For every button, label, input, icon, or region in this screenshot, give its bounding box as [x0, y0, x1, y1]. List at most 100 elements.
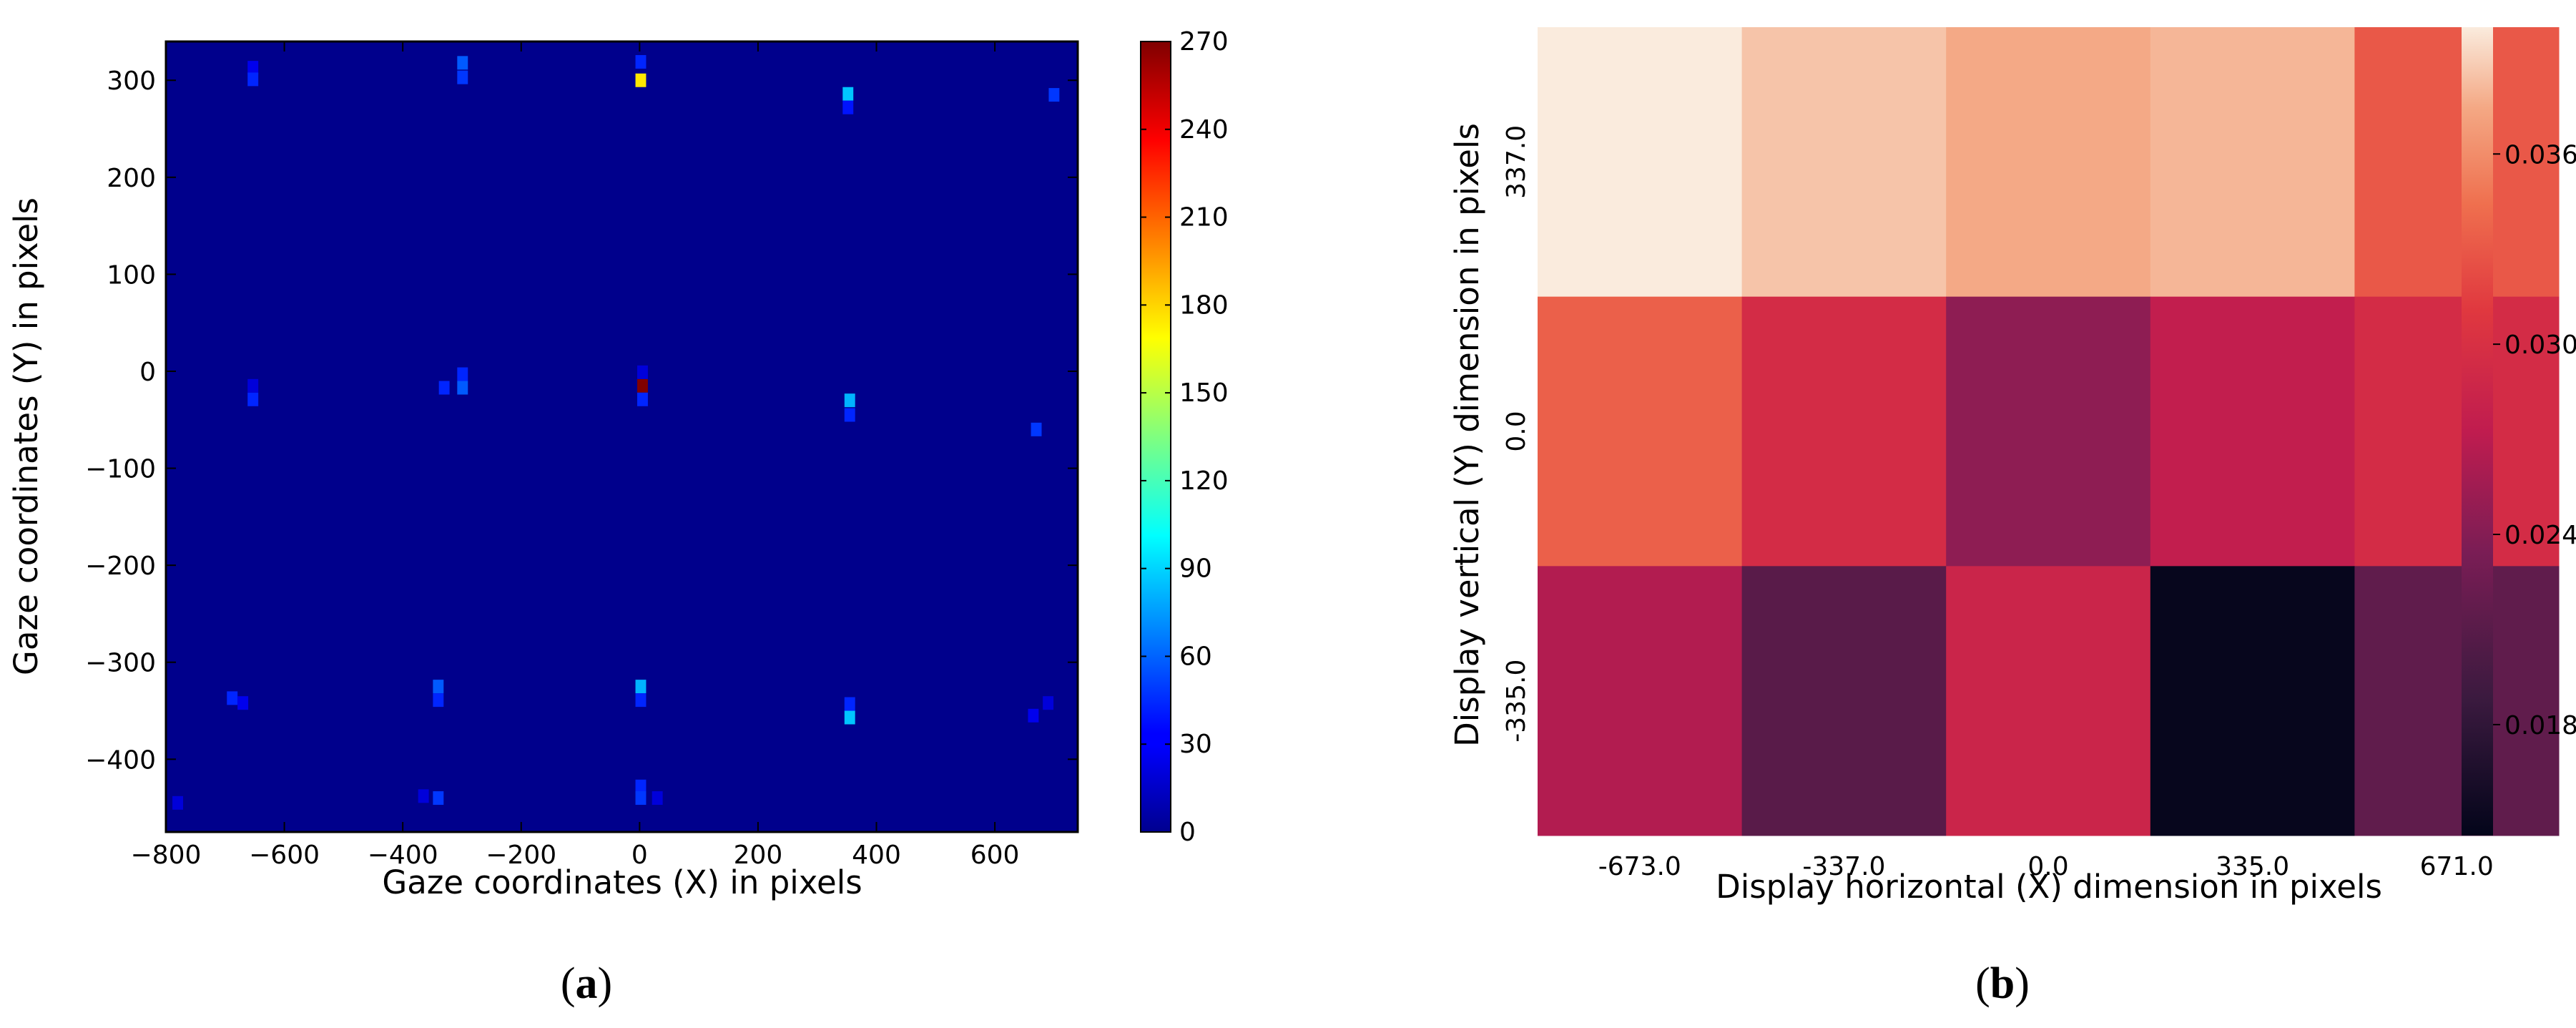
panel-b: -673.0 -337.0 0.0 335.0 671.0 337.0 0.0 -335.0…: [1448, 27, 2576, 1008]
panel-b-caption-open: (: [1975, 959, 1990, 1008]
heatmap-cell: [1946, 296, 2151, 567]
gaze-bin: [637, 378, 648, 393]
gaze-bin: [844, 393, 855, 408]
colorbar-tick-label: 240: [1179, 115, 1229, 145]
panel-b-y-ticks: 337.0 0.0 -335.0: [1502, 125, 1531, 743]
gaze-bin: [635, 54, 647, 69]
y-tick-label: 100: [107, 260, 156, 290]
y-tick-label: 0: [139, 358, 156, 387]
colorbar-tick-label: 0.018: [2504, 711, 2576, 740]
gaze-bin: [457, 381, 468, 395]
gaze-bin: [247, 61, 259, 75]
panel-a-x-ticks: −800 −600 −400 −200 0 200 400 600: [131, 41, 1019, 870]
colorbar-tick-label: 30: [1179, 730, 1212, 759]
panel-b-colorbar: [2462, 27, 2493, 836]
gaze-bin: [635, 73, 647, 87]
gaze-bin: [637, 392, 648, 406]
x-tick-label: 335.0: [2216, 852, 2289, 881]
heatmap-cell: [1946, 566, 2151, 836]
panel-a-caption-open: (: [561, 959, 576, 1008]
x-tick-label: 0: [631, 841, 648, 870]
x-tick-label: −400: [368, 841, 438, 870]
panel-b-cells: [1538, 27, 2560, 836]
y-tick-label: -335.0: [1502, 660, 1531, 743]
panel-a: −800 −600 −400 −200 0 200 400 600 3002001000−10…: [7, 27, 1229, 1008]
panel-b-caption: (b): [1975, 959, 2030, 1008]
panel-a-plot-area: [164, 40, 1079, 833]
gaze-bin: [418, 789, 429, 803]
y-tick-label: −200: [85, 552, 156, 581]
panel-b-caption-letter: b: [1990, 959, 2015, 1008]
heatmap-cell: [2150, 566, 2355, 836]
heatmap-cell: [1538, 296, 1743, 567]
gaze-bin: [438, 381, 450, 395]
colorbar-tick-label: 0.030: [2504, 331, 2576, 360]
panel-b-y-axis-label: Display vertical (Y) dimension in pixels: [1448, 123, 1486, 747]
gaze-bin: [637, 365, 648, 379]
panel-a-x-axis-label: Gaze coordinates (X) in pixels: [382, 863, 862, 901]
heatmap-cell: [1741, 566, 1947, 836]
gaze-bin: [237, 696, 249, 710]
gaze-bin: [1031, 422, 1042, 436]
x-tick-label: −600: [249, 841, 320, 870]
gaze-bin: [247, 392, 259, 406]
heatmap-cell: [1538, 27, 1743, 298]
gaze-bin: [652, 791, 663, 806]
panel-b-x-ticks: -673.0 -337.0 0.0 335.0 671.0: [1598, 852, 2494, 881]
y-tick-label: −400: [85, 745, 156, 775]
gaze-bin: [433, 791, 444, 806]
y-tick-label: 337.0: [1502, 125, 1531, 199]
colorbar-tick-label: 60: [1179, 642, 1212, 671]
gaze-bin: [457, 367, 468, 381]
gaze-bin: [227, 691, 238, 705]
colorbar-tick-label: 120: [1179, 466, 1229, 496]
gaze-bin: [433, 680, 444, 694]
x-tick-label: 200: [734, 841, 783, 870]
panel-a-colorbar-ticks: 270 240 210 180 150 120 90 60 30 0: [1141, 27, 1229, 847]
gaze-bin: [457, 70, 468, 84]
colorbar-tick-label: 180: [1179, 290, 1229, 320]
gaze-bin: [1048, 88, 1060, 102]
y-tick-label: −100: [85, 455, 156, 484]
y-tick-label: 0.0: [1502, 411, 1531, 451]
heatmap-cell: [2354, 296, 2560, 567]
panel-b-x-axis-label: Display horizontal (X) dimension in pixe…: [1716, 868, 2382, 906]
panel-a-cells: [172, 54, 1060, 810]
x-tick-label: 671.0: [2420, 852, 2494, 881]
colorbar-tick-label: 0.024: [2504, 521, 2576, 550]
gaze-bin: [635, 693, 647, 708]
heatmap-cell: [1741, 27, 1947, 298]
gaze-bin: [635, 791, 647, 806]
gaze-bin: [172, 796, 184, 810]
panel-a-caption-close: ): [598, 959, 613, 1008]
colorbar-tick-label: 90: [1179, 554, 1212, 584]
gaze-bin: [635, 680, 647, 694]
panel-a-caption-letter: a: [576, 959, 598, 1008]
gaze-bin: [635, 779, 647, 793]
panel-a-colorbar: [1140, 41, 1171, 833]
panel-a-caption: (a): [561, 959, 612, 1008]
heatmap-cell: [2150, 27, 2355, 298]
gaze-bin: [433, 693, 444, 708]
heatmap-cell: [1538, 566, 1743, 836]
y-tick-label: 300: [107, 67, 156, 96]
heatmap-cell: [2354, 27, 2560, 298]
gaze-bin: [844, 697, 855, 711]
colorbar-tick-label: 210: [1179, 203, 1229, 232]
x-tick-label: -337.0: [1802, 852, 1885, 881]
panel-b-caption-close: ): [2015, 959, 2030, 1008]
heatmap-cell: [2354, 566, 2560, 836]
gaze-bin: [247, 72, 259, 87]
heatmap-cell: [2150, 296, 2355, 567]
y-tick-label: −300: [85, 649, 156, 678]
x-tick-label: -673.0: [1598, 852, 1681, 881]
gaze-bin: [842, 100, 854, 114]
colorbar-tick-label: 150: [1179, 378, 1229, 408]
y-tick-label: 200: [107, 164, 156, 193]
panel-b-colorbar-ticks: 0.036 0.030 0.024 0.018: [2493, 140, 2576, 740]
panel-a-y-axis-label: Gaze coordinates (Y) in pixels: [7, 197, 45, 675]
colorbar-tick-label: 270: [1179, 27, 1229, 57]
gaze-bin: [844, 408, 855, 422]
colorbar-tick-label: 0: [1179, 818, 1196, 847]
